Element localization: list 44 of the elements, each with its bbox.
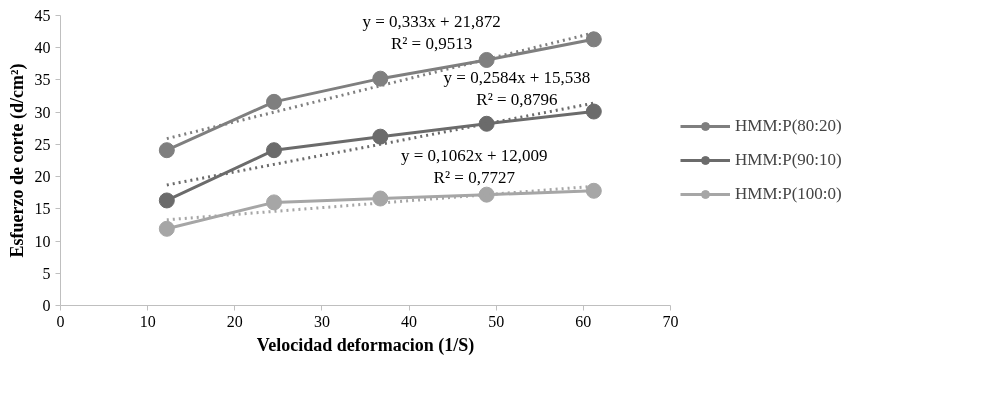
y-tick-label: 10 <box>34 232 51 250</box>
x-tick-label: 20 <box>226 312 243 330</box>
x-tick-label: 30 <box>313 312 330 330</box>
point <box>585 103 602 120</box>
point <box>585 31 602 48</box>
x-tick-label: 50 <box>488 312 505 330</box>
annotation: y = 0,333x + 21,872 <box>362 11 501 31</box>
point <box>478 51 495 68</box>
point <box>158 220 175 237</box>
annotation: R² = 0,7727 <box>433 168 516 188</box>
x-axis-title: Velocidad deformacion (1/S) <box>256 334 475 356</box>
y-tick-label: 0 <box>42 297 51 314</box>
point <box>478 186 495 203</box>
point <box>372 128 389 145</box>
x-tick-label: 10 <box>139 312 156 330</box>
y-tick-label: 15 <box>34 200 51 218</box>
y-tick-label: 40 <box>34 39 51 57</box>
point <box>158 142 175 159</box>
y-tick-label: 5 <box>42 264 51 282</box>
y-tick-label: 45 <box>34 7 51 24</box>
x-tick-label: 60 <box>575 312 592 330</box>
point <box>585 182 602 199</box>
annotation: y = 0,1062x + 12,009 <box>400 146 548 166</box>
annotation: R² = 0,8796 <box>476 90 558 110</box>
legend-label: HMM:P(90:10) <box>735 150 842 170</box>
point <box>266 142 282 159</box>
y-axis-title: Esfuerzo de corte (d/cm²) <box>6 63 28 258</box>
point <box>266 194 282 211</box>
x-tick-label: 40 <box>401 312 418 330</box>
legend-label: HMM:P(80:20) <box>735 116 842 136</box>
annotation: y = 0,2584x + 15,538 <box>443 68 591 88</box>
point <box>158 192 175 209</box>
y-tick-label: 30 <box>34 103 51 121</box>
y-tick-label: 20 <box>34 168 51 186</box>
annotation: R² = 0,9513 <box>390 33 473 53</box>
legend-label: HMM:P(100:0) <box>735 184 842 204</box>
point <box>478 115 495 132</box>
y-tick-label: 35 <box>34 71 51 89</box>
point <box>266 93 282 110</box>
y-tick-label: 25 <box>34 135 51 153</box>
point <box>372 70 389 87</box>
x-tick-label: 70 <box>662 312 679 330</box>
point <box>372 190 389 207</box>
x-tick-label: 0 <box>56 312 65 330</box>
